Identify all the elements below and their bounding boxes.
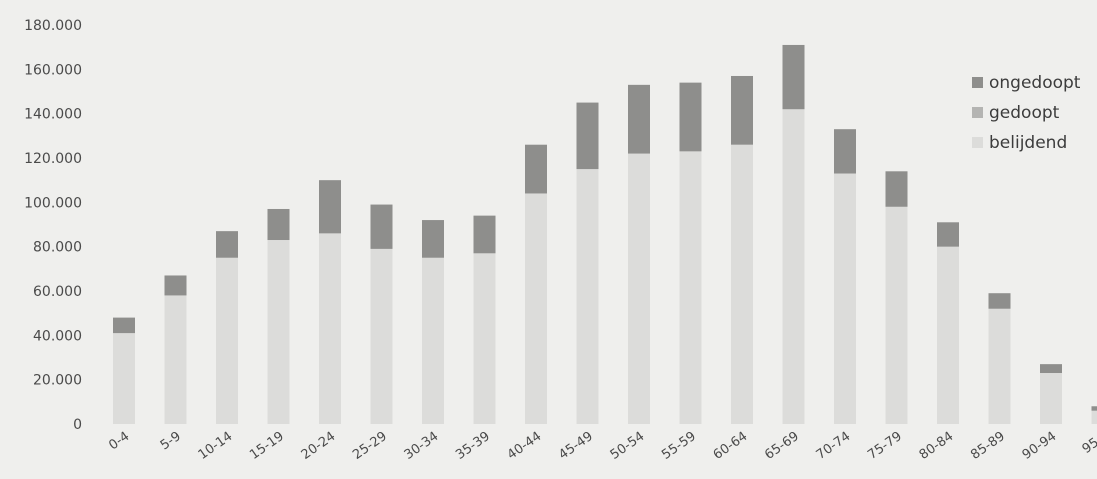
x-tick-label: 30-34 (402, 429, 442, 463)
bar-segment-belijdend (834, 173, 856, 424)
bar-segment-belijdend (370, 248, 393, 424)
bar-segment-ongedoopt (885, 171, 908, 207)
x-tick-label: 40-44 (505, 429, 545, 463)
y-tick-label: 100.000 (24, 195, 82, 211)
x-tick-label: 20-24 (299, 429, 339, 463)
y-axis: 0 20.000 40.000 60.000 80.000 100.000 120.000 1… (24, 18, 82, 433)
bar-segment-belijdend (113, 333, 135, 424)
bar-segment-ongedoopt (370, 204, 393, 249)
bar-segment-belijdend (576, 169, 599, 424)
bar-segment-ongedoopt (113, 317, 135, 334)
bar-segment-ongedoopt (834, 129, 856, 174)
y-tick-label: 20.000 (33, 373, 82, 389)
y-tick-label: 120.000 (24, 151, 82, 167)
bar-segment-belijdend (679, 151, 702, 424)
bar-segment-belijdend (988, 308, 1011, 424)
bar-segment-belijdend (525, 193, 547, 424)
x-tick-label: 80-84 (917, 429, 957, 463)
y-tick-label: 160.000 (24, 62, 82, 78)
bar-segment-ongedoopt (1040, 364, 1062, 374)
x-tick-label: 50-54 (608, 429, 648, 463)
bar-segment-ongedoopt (422, 220, 444, 258)
x-tick-label: 65-69 (762, 429, 802, 463)
bar-segment-ongedoopt (628, 84, 650, 154)
x-axis: 0-4 5-9 10-14 15-19 20-24 25-29 30-34 35-39 40-4… (106, 429, 1097, 463)
bar-segment-belijdend (473, 253, 496, 424)
bar-segment-ongedoopt (782, 44, 805, 110)
legend-label-ongedoopt: ongedoopt (989, 73, 1081, 93)
bar-segment-ongedoopt (473, 215, 496, 254)
legend-swatch-belijdend (972, 137, 983, 148)
bar-segment-belijdend (216, 257, 238, 424)
x-tick-label: 95+ (1080, 429, 1097, 457)
bar-segment-ongedoopt (267, 208, 290, 241)
legend-label-belijdend: belijdend (989, 133, 1067, 153)
bar-segment-belijdend (1091, 410, 1097, 424)
y-tick-label: 180.000 (24, 18, 82, 34)
x-tick-label: 60-64 (711, 429, 751, 463)
bar-segment-ongedoopt (679, 82, 702, 152)
y-tick-label: 60.000 (33, 284, 82, 300)
bar-segment-ongedoopt (937, 222, 959, 247)
legend-swatch-ongedoopt (972, 77, 983, 88)
x-tick-label: 10-14 (196, 429, 236, 463)
bar-segment-belijdend (731, 144, 753, 424)
bar-segment-belijdend (782, 109, 805, 424)
bar-segment-ongedoopt (988, 293, 1011, 309)
x-tick-label: 55-59 (659, 429, 699, 463)
y-tick-label: 80.000 (33, 240, 82, 256)
bar-segment-belijdend (319, 233, 341, 424)
bar-segment-belijdend (885, 206, 908, 424)
bar-segment-ongedoopt (164, 275, 187, 296)
y-tick-label: 40.000 (33, 328, 82, 344)
legend-swatch-gedoopt (972, 107, 983, 118)
x-tick-label: 75-79 (865, 429, 905, 463)
bar-segment-ongedoopt (319, 180, 341, 234)
bar-segment-ongedoopt (525, 144, 547, 194)
x-tick-label: 0-4 (106, 429, 132, 453)
x-tick-label: 90-94 (1020, 429, 1060, 463)
x-tick-label: 15-19 (247, 429, 287, 463)
bar-segment-ongedoopt (216, 231, 238, 258)
x-tick-label: 5-9 (158, 429, 184, 453)
x-tick-label: 35-39 (453, 429, 493, 463)
x-tick-label: 25-29 (350, 429, 390, 463)
legend: ongedoopt gedoopt belijdend (972, 73, 1081, 153)
x-tick-label: 45-49 (556, 429, 596, 463)
bar-segment-belijdend (1040, 373, 1062, 424)
bar-segment-belijdend (164, 295, 187, 424)
legend-label-gedoopt: gedoopt (989, 103, 1060, 123)
bar-segment-ongedoopt (731, 75, 753, 145)
bar-segment-belijdend (422, 257, 444, 424)
bar-segment-ongedoopt (576, 102, 599, 170)
y-tick-label: 140.000 (24, 107, 82, 123)
bar-segment-belijdend (267, 240, 290, 424)
y-tick-label: 0 (73, 417, 82, 433)
bar-segment-belijdend (937, 246, 959, 424)
bar-segment-belijdend (628, 153, 650, 425)
bar-segment-ongedoopt (1091, 406, 1097, 411)
bars (113, 44, 1097, 425)
x-tick-label: 85-89 (968, 429, 1008, 463)
x-tick-label: 70-74 (814, 429, 854, 463)
